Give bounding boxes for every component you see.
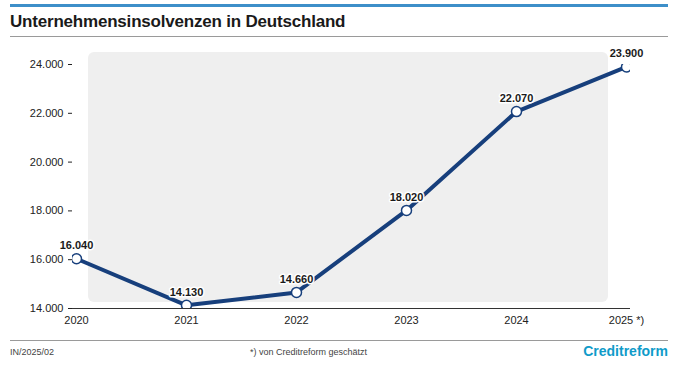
svg-text:24.000: 24.000 xyxy=(30,58,64,70)
svg-text:22.070: 22.070 xyxy=(500,92,534,104)
svg-text:2020: 2020 xyxy=(64,314,88,326)
svg-text:2021: 2021 xyxy=(174,314,198,326)
svg-text:2023: 2023 xyxy=(394,314,418,326)
html-text:IN/2025/02: IN/2025/02 xyxy=(10,347,54,357)
svg-text:14.000: 14.000 xyxy=(30,302,64,314)
html-text:*) von Creditreform geschätzt: *) von Creditreform geschätzt xyxy=(250,347,367,357)
svg-text:18.020: 18.020 xyxy=(390,191,424,203)
svg-text:2024: 2024 xyxy=(504,314,528,326)
svg-text:22.000: 22.000 xyxy=(30,107,64,119)
html-text:Creditreform: Creditreform xyxy=(583,343,668,359)
html-text:Unternehmensinsolvenzen in Deu: Unternehmensinsolvenzen in Deutschland xyxy=(10,12,346,31)
svg-text:14.130: 14.130 xyxy=(170,286,204,298)
svg-text:2025 *): 2025 *) xyxy=(609,314,644,326)
svg-text:20.000: 20.000 xyxy=(30,156,64,168)
svg-text:2022: 2022 xyxy=(284,314,308,326)
svg-text:18.000: 18.000 xyxy=(30,204,64,216)
svg-text:16.000: 16.000 xyxy=(30,253,64,265)
svg-text:16.040: 16.040 xyxy=(60,239,94,251)
svg-text:14.660: 14.660 xyxy=(280,273,314,285)
svg-text:23.900: 23.900 xyxy=(610,47,644,59)
